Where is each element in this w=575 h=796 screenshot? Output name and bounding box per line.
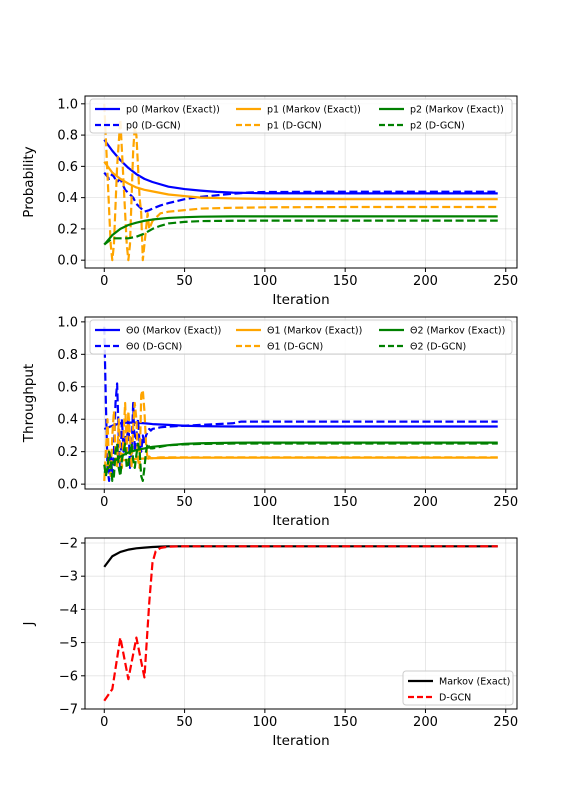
x-tick-label: 50: [176, 715, 193, 730]
legend: Θ0 (Markov (Exact)) Θ0 (D-GCN) Θ1 (Markov …: [89, 319, 513, 355]
series-line-1-5: [103, 442, 498, 482]
legend-label: p2 (D-GCN): [410, 121, 465, 132]
x-tick-label: 50: [176, 274, 193, 289]
axes-frame: [84, 95, 518, 269]
x-tick-label: 200: [413, 715, 438, 730]
x-tick-label: 200: [413, 495, 438, 510]
chart-panel-0: 0 50 100 150 200 250 0.0 0.2 0.4 0.6 0.8 1.0 Iterati…: [21, 95, 518, 308]
x-tick-label: 250: [493, 715, 518, 730]
series-line-0-4: [103, 215, 498, 246]
y-tick-label: 1.0: [57, 315, 78, 330]
legend-label: Θ1 (Markov (Exact)): [267, 326, 362, 337]
legend-label: p1 (D-GCN): [267, 121, 322, 132]
legend-label: p1 (Markov (Exact)): [267, 105, 361, 116]
x-tick-label: 250: [493, 274, 518, 289]
x-tick-label: 150: [333, 495, 358, 510]
x-tick-label: 200: [413, 274, 438, 289]
x-tick-label: 250: [493, 495, 518, 510]
y-tick-label: −4: [59, 603, 78, 618]
x-tick-label: 100: [252, 274, 277, 289]
x-tick-label: 0: [100, 495, 108, 510]
legend-label: p0 (D-GCN): [126, 121, 181, 132]
x-tick-label: 50: [176, 495, 193, 510]
y-axis-label: Probability: [21, 146, 37, 217]
legend-box: [89, 319, 513, 355]
y-tick-label: 0.0: [57, 478, 78, 493]
series-line-2-0: [103, 545, 498, 568]
series-line-1-3: [103, 388, 498, 481]
x-axis-label: Iteration: [272, 733, 329, 749]
chart-panel-1: 0 50 100 150 200 250 0.0 0.2 0.4 0.6 0.8 1.0 Iterati…: [21, 315, 518, 529]
legend-label: p2 (Markov (Exact)): [410, 105, 504, 116]
y-tick-label: 0.2: [57, 222, 78, 237]
legend-label: p0 (Markov (Exact)): [126, 105, 220, 116]
legend-label: D-GCN: [439, 693, 471, 704]
series-line-2-1: [103, 545, 498, 702]
y-tick-label: −5: [59, 636, 78, 651]
y-tick-label: 0.4: [57, 191, 78, 206]
legend-label: Markov (Exact): [439, 677, 510, 688]
legend-label: Θ0 (Markov (Exact)): [126, 326, 221, 337]
x-axis-label: Iteration: [272, 513, 329, 529]
y-axis-label: Throughput: [21, 364, 37, 443]
y-tick-label: 0.6: [57, 380, 78, 395]
series-line-0-1: [103, 171, 498, 213]
legend-label: Θ2 (D-GCN): [410, 342, 466, 353]
legend: p0 (Markov (Exact)) p0 (D-GCN) p1 (Markov …: [89, 98, 513, 134]
y-tick-label: 0.8: [57, 348, 78, 363]
series-line-1-2: [103, 456, 498, 468]
y-tick-label: −3: [59, 570, 78, 585]
y-tick-label: 0.8: [57, 129, 78, 144]
y-axis-label: J: [21, 622, 37, 627]
y-tick-label: 0.0: [57, 254, 78, 269]
y-tick-label: 1.0: [57, 97, 78, 112]
y-tick-label: −2: [59, 536, 78, 551]
x-tick-label: 150: [333, 274, 358, 289]
legend-label: Θ1 (D-GCN): [267, 342, 323, 353]
legend: Markov (Exact) D-GCN: [402, 670, 514, 706]
x-tick-label: 100: [252, 715, 277, 730]
x-tick-label: 150: [333, 715, 358, 730]
series-line-0-0: [103, 139, 498, 195]
y-tick-label: 0.6: [57, 160, 78, 175]
y-tick-label: −7: [59, 703, 78, 718]
axes-frame: [84, 316, 518, 490]
chart-panel-2: 0 50 100 150 200 250 −7 −6 −5 −4 −3 −2 Iteration J Mar…: [21, 536, 518, 749]
legend-label: Θ2 (Markov (Exact)): [410, 326, 505, 337]
x-tick-label: 100: [252, 495, 277, 510]
y-tick-label: −6: [59, 669, 78, 684]
x-axis-label: Iteration: [272, 292, 329, 308]
legend-box: [89, 98, 513, 134]
legend-label: Θ0 (D-GCN): [126, 342, 182, 353]
y-tick-label: 0.4: [57, 413, 78, 428]
series-line-0-5: [103, 219, 498, 246]
x-tick-label: 0: [100, 715, 108, 730]
y-tick-label: 0.2: [57, 445, 78, 460]
x-tick-label: 0: [100, 274, 108, 289]
axes-frame: [84, 537, 518, 710]
